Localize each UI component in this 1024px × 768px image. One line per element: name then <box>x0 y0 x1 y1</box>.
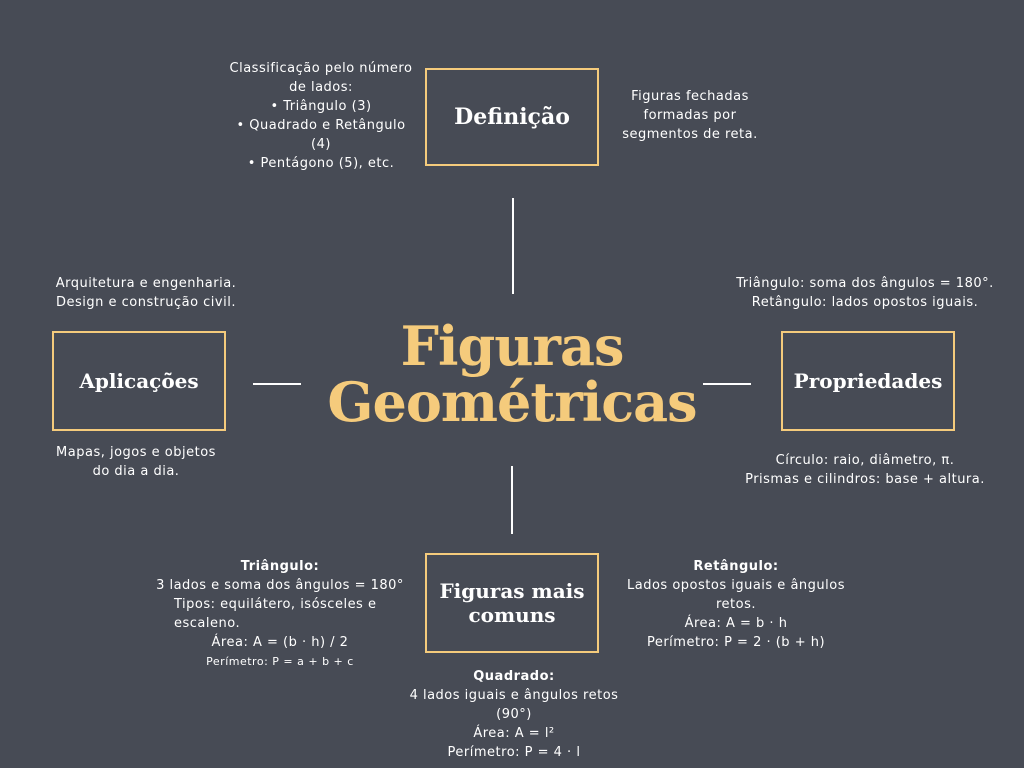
note-line: (90°) <box>496 707 532 722</box>
note-line: • Quadrado e Retângulo <box>236 118 406 133</box>
note-line: • Triângulo (3) <box>270 99 372 114</box>
note-line: Retângulo: lados opostos iguais. <box>751 295 979 310</box>
figuras-comuns-label: Figuras mais comuns <box>439 579 585 627</box>
quadrado-heading: Quadrado: <box>473 669 555 684</box>
quadrado-note: Quadrado: 4 lados iguais e ângulos retos… <box>394 667 634 762</box>
note-line: Área: A = b · h <box>684 616 788 631</box>
retangulo-note: Retângulo: Lados opostos iguais e ângulo… <box>606 557 866 652</box>
note-line: Figuras fechadas <box>631 89 749 104</box>
propriedades-label: Propriedades <box>793 369 943 393</box>
triangulo-heading: Triângulo: <box>240 559 320 574</box>
note-line: Perímetro: P = a + b + c <box>206 655 354 668</box>
propriedades-top-note: Triângulo: soma dos ângulos = 180°. Retâ… <box>724 274 1006 312</box>
note-line: Mapas, jogos e objetos <box>56 445 216 460</box>
central-title-line: Geométricas <box>327 370 697 434</box>
definicao-text-note: Figuras fechadas formadas por segmentos … <box>610 87 770 144</box>
note-line: formadas por <box>643 108 737 123</box>
note-line: • Pentágono (5), etc. <box>247 156 395 171</box>
connector-left <box>253 383 301 385</box>
note-line: retos. <box>715 597 756 612</box>
note-line: Círculo: raio, diâmetro, π. <box>775 453 955 468</box>
note-line: (4) <box>311 137 331 152</box>
note-line: Área: A = l² <box>473 726 555 741</box>
note-line: Prismas e cilindros: base + altura. <box>745 472 985 487</box>
central-title-line: Figuras <box>400 314 625 378</box>
note-line: Arquitetura e engenharia. <box>55 276 237 291</box>
note-line: Perímetro: P = 2 · (b + h) <box>646 635 826 650</box>
note-line: do dia a dia. <box>92 464 180 479</box>
classificacao-note: Classificação pelo número de lados: • Tr… <box>216 59 426 173</box>
note-line: Área: A = (b · h) / 2 <box>211 635 349 650</box>
connector-bottom <box>511 466 513 534</box>
note-line: 4 lados iguais e ângulos retos <box>409 688 619 703</box>
propriedades-box: Propriedades <box>781 331 955 431</box>
propriedades-bottom-note: Círculo: raio, diâmetro, π. Prismas e ci… <box>724 451 1006 489</box>
note-line: Perímetro: P = 4 · l <box>447 745 581 760</box>
central-title: Figuras Geométricas <box>312 318 712 430</box>
definicao-label: Definição <box>454 104 570 130</box>
note-line: Lados opostos iguais e ângulos <box>627 578 845 593</box>
note-line: segmentos de reta. <box>622 127 758 142</box>
note-line: escaleno. <box>174 616 241 631</box>
figuras-comuns-box: Figuras mais comuns <box>425 553 599 653</box>
aplicacoes-label: Aplicações <box>79 369 199 393</box>
definicao-box: Definição <box>425 68 599 166</box>
note-line: de lados: <box>289 80 353 95</box>
note-line: 3 lados e soma dos ângulos = 180° <box>156 578 404 593</box>
aplicacoes-top-note: Arquitetura e engenharia. Design e const… <box>36 274 256 312</box>
note-line: Tipos: equilátero, isósceles e <box>174 597 377 612</box>
connector-top <box>512 198 514 294</box>
retangulo-heading: Retângulo: <box>693 559 779 574</box>
note-line: Design e construção civil. <box>56 295 236 310</box>
note-line: Triângulo: soma dos ângulos = 180°. <box>736 276 994 291</box>
triangulo-note: Triângulo: 3 lados e soma dos ângulos = … <box>150 557 410 671</box>
aplicacoes-box: Aplicações <box>52 331 226 431</box>
aplicacoes-bottom-note: Mapas, jogos e objetos do dia a dia. <box>36 443 236 481</box>
connector-right <box>703 383 751 385</box>
note-line: Classificação pelo número <box>229 61 413 76</box>
